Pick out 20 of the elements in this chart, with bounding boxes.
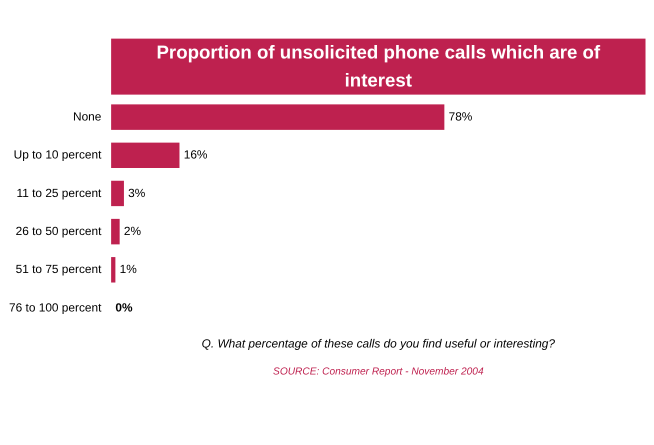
text: Q. What percentage of these calls do you find useful or interesting? <box>202 336 556 350</box>
bar <box>111 104 444 130</box>
data-label: 2% <box>124 224 142 238</box>
chart-title: Proportion of unsolicited phone calls which are of interest <box>156 42 601 91</box>
bar <box>111 180 124 206</box>
y-tick-label: 51 to 75 percent <box>16 262 102 276</box>
y-tick-label: Up to 10 percent <box>14 148 102 162</box>
data-label: 3% <box>128 186 146 200</box>
data-label: 78% <box>448 110 473 124</box>
y-tick-label: 76 to 100 percent <box>9 300 102 314</box>
data-label: 16% <box>184 148 208 162</box>
bar <box>111 218 120 244</box>
bar <box>111 257 116 283</box>
data-label: 0% <box>115 300 133 314</box>
bar <box>111 142 180 168</box>
y-tick-label: None <box>73 110 102 124</box>
source-note: SOURCE: Consumer Report - November 2004 <box>273 366 484 378</box>
data-label: 1% <box>120 262 138 276</box>
y-tick-label: 11 to 25 percent <box>16 186 102 200</box>
y-tick-label: 26 to 50 percent <box>16 224 102 238</box>
